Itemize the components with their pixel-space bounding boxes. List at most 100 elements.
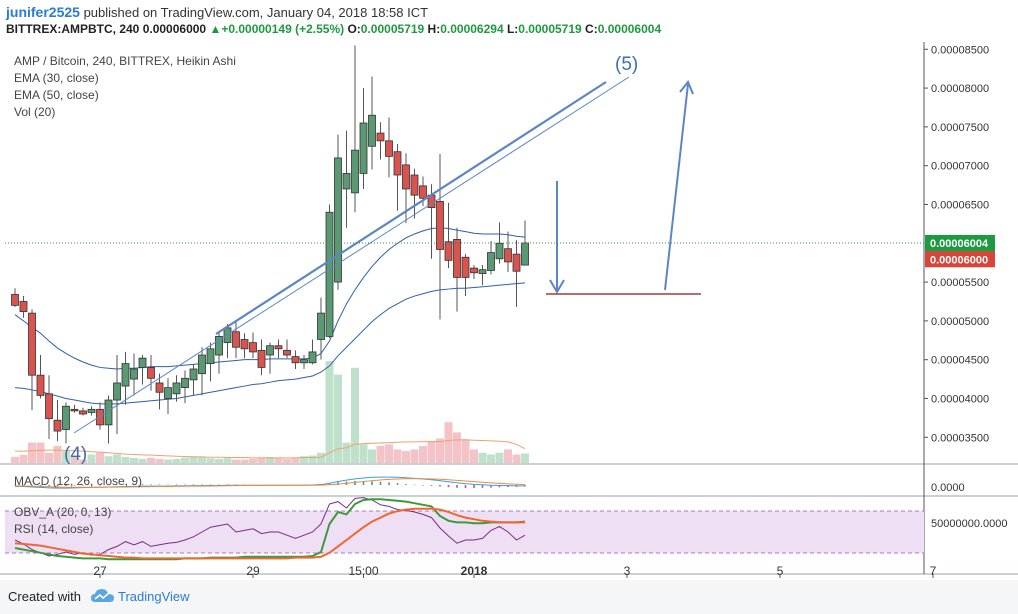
price-axis[interactable]: 0.00008500 0.00008000 0.00007500 0.00007000… <box>924 44 995 444</box>
candle-up[interactable] <box>87 408 96 413</box>
macd-histogram-bar <box>430 485 433 486</box>
candle-up[interactable] <box>300 359 308 364</box>
trend-line-upper[interactable] <box>215 81 607 335</box>
published-text: published on TradingView.com, January 04… <box>83 5 429 20</box>
candle-down[interactable] <box>155 382 164 393</box>
candle-down[interactable] <box>36 374 45 396</box>
volume-bar <box>521 453 529 463</box>
candle-down[interactable] <box>96 408 104 426</box>
candle-up[interactable] <box>223 327 232 344</box>
candle-down[interactable] <box>410 174 419 196</box>
candle-up[interactable] <box>342 173 351 190</box>
candle-down[interactable] <box>444 241 453 261</box>
candle-down[interactable] <box>402 164 410 190</box>
macd-histogram-bar <box>371 481 373 485</box>
drawing-tools[interactable]: (5) (4) <box>64 54 701 465</box>
candle-down[interactable] <box>79 410 87 415</box>
volume-bar <box>155 458 164 463</box>
candle-up[interactable] <box>487 252 495 271</box>
volume-bar <box>300 456 308 463</box>
created-with-text: Created with <box>8 589 81 604</box>
candle-down[interactable] <box>393 151 402 176</box>
candle-up[interactable] <box>317 312 325 340</box>
candle-down[interactable] <box>453 238 461 278</box>
candles[interactable] <box>11 45 529 444</box>
candle-up[interactable] <box>164 387 172 399</box>
candle-up[interactable] <box>62 405 70 430</box>
legend-volume: Vol (20) <box>14 105 55 119</box>
macd-histogram-bar <box>141 484 144 485</box>
candle-down[interactable] <box>283 349 291 356</box>
candle-down[interactable] <box>45 393 53 420</box>
volume-bar <box>172 458 181 463</box>
candle-up[interactable] <box>334 157 342 283</box>
macd-histogram-bar <box>388 482 390 485</box>
candle-down[interactable] <box>147 367 155 379</box>
candle-down[interactable] <box>291 356 300 364</box>
author-link[interactable]: junifer2525 <box>6 4 80 20</box>
time-tick-label: 5 <box>777 564 784 578</box>
time-axis[interactable]: 27 29 15:00 2018 3 5 7 <box>93 564 937 578</box>
tradingview-brand-link[interactable]: TradingView <box>118 589 190 604</box>
volume-bar <box>28 442 36 463</box>
candle-down[interactable] <box>249 342 257 353</box>
volume-bar <box>351 367 359 463</box>
candle-down[interactable] <box>385 140 393 157</box>
candle-up[interactable] <box>495 242 504 260</box>
target-arrow-shaft[interactable] <box>664 83 689 291</box>
candle-down[interactable] <box>461 256 470 278</box>
macd-histogram-bar <box>218 484 220 486</box>
candle-up[interactable] <box>189 368 198 381</box>
volume-bar <box>257 457 266 463</box>
candle-up[interactable] <box>113 382 121 401</box>
candle-down[interactable] <box>11 294 19 306</box>
candle-down[interactable] <box>512 253 521 272</box>
candle-up[interactable] <box>130 368 138 380</box>
candle-down[interactable] <box>274 345 283 350</box>
volume-bar <box>164 459 172 463</box>
time-tick-label: 3 <box>624 564 631 578</box>
candle-down[interactable] <box>257 349 266 368</box>
candle-down[interactable] <box>19 301 28 312</box>
volume-bar <box>291 457 300 463</box>
candle-up[interactable] <box>198 354 206 375</box>
candle-up[interactable] <box>104 399 113 426</box>
low-label: L: <box>506 22 519 36</box>
tradingview-cloud-icon[interactable] <box>90 587 116 605</box>
macd-histogram-bar <box>73 485 76 486</box>
candle-down[interactable] <box>240 339 249 350</box>
volume-bar <box>283 458 291 463</box>
trend-line-lower[interactable] <box>73 76 630 434</box>
candle-down[interactable] <box>53 419 62 432</box>
candle-up[interactable] <box>359 122 368 174</box>
candle-down[interactable] <box>470 267 478 274</box>
candle-up[interactable] <box>181 377 189 389</box>
price-tick-label: 0.00005000 <box>931 316 989 328</box>
candle-up[interactable] <box>266 345 274 356</box>
candle-down[interactable] <box>232 331 240 348</box>
candle-up[interactable] <box>325 211 334 337</box>
candle-up[interactable] <box>138 357 147 368</box>
macd-histogram-bar <box>31 485 33 486</box>
chart-canvas[interactable]: (5) (4) 0.000085000.000080000.000075000.… <box>0 42 1018 580</box>
candle-down[interactable] <box>504 248 512 263</box>
volume-bar <box>512 454 521 463</box>
candle-up[interactable] <box>351 149 359 194</box>
candle-up[interactable] <box>308 351 317 364</box>
candle-up[interactable] <box>521 242 529 266</box>
candle-up[interactable] <box>368 114 376 147</box>
candle-up[interactable] <box>215 335 223 356</box>
candle-up[interactable] <box>478 269 487 274</box>
candle-down[interactable] <box>28 312 36 376</box>
wave-4-label: (4) <box>64 444 87 465</box>
macd-histogram-bar <box>82 485 84 486</box>
candle-down[interactable] <box>376 132 385 142</box>
candle-down[interactable] <box>70 408 79 412</box>
candle-up[interactable] <box>172 382 181 395</box>
candle-down[interactable] <box>436 200 444 250</box>
volume-bar <box>138 458 147 463</box>
candle-down[interactable] <box>419 185 427 199</box>
candle-up[interactable] <box>121 363 130 387</box>
macd-label: MACD (12, 26, close, 9) <box>14 474 142 488</box>
candle-up[interactable] <box>206 348 215 364</box>
